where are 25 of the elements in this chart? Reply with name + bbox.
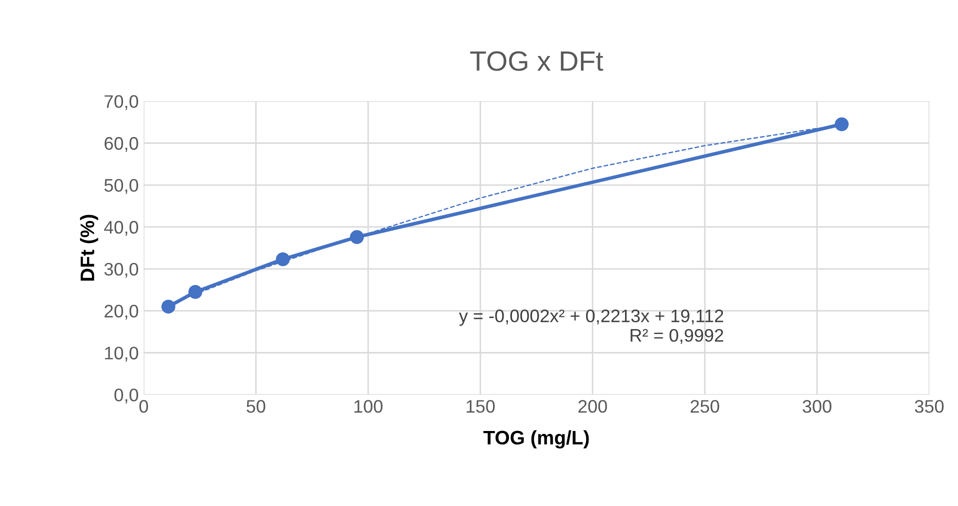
point xyxy=(350,230,364,244)
x-tick-label: 50 xyxy=(246,400,266,413)
y-tick-label: 10,0 xyxy=(105,346,138,362)
x-tick-label: 150 xyxy=(466,400,495,413)
point xyxy=(276,252,290,266)
point xyxy=(188,285,202,299)
x-tick-label: 250 xyxy=(690,400,720,413)
x-axis-title: TOG (mg/L) xyxy=(483,430,589,448)
y-tick-label: 20,0 xyxy=(104,304,138,320)
y-tick-label: 60,0 xyxy=(104,137,138,152)
annotation: y = -0,0002x² + 0,2213x + 19,112 R² = 0,9992 xyxy=(458,310,724,344)
x-tick-label: 350 xyxy=(914,400,944,413)
chart-title: TOG x DFt xyxy=(470,51,604,71)
y-tick-label: 40,0 xyxy=(104,220,138,236)
point xyxy=(834,117,849,132)
y-tick-label: 70,0 xyxy=(104,95,138,110)
point xyxy=(161,300,176,314)
y-axis-title: DFt (%) xyxy=(80,214,98,281)
x-tick-label: 300 xyxy=(802,400,832,413)
y-tick-label: 0,0 xyxy=(114,388,138,404)
x-tick-label: 200 xyxy=(578,400,607,413)
x-tick-label: 0 xyxy=(139,400,148,413)
y-tick-label: 50,0 xyxy=(104,178,138,194)
y-tick-label: 30,0 xyxy=(104,262,138,278)
x-tick-label: 100 xyxy=(354,400,383,413)
